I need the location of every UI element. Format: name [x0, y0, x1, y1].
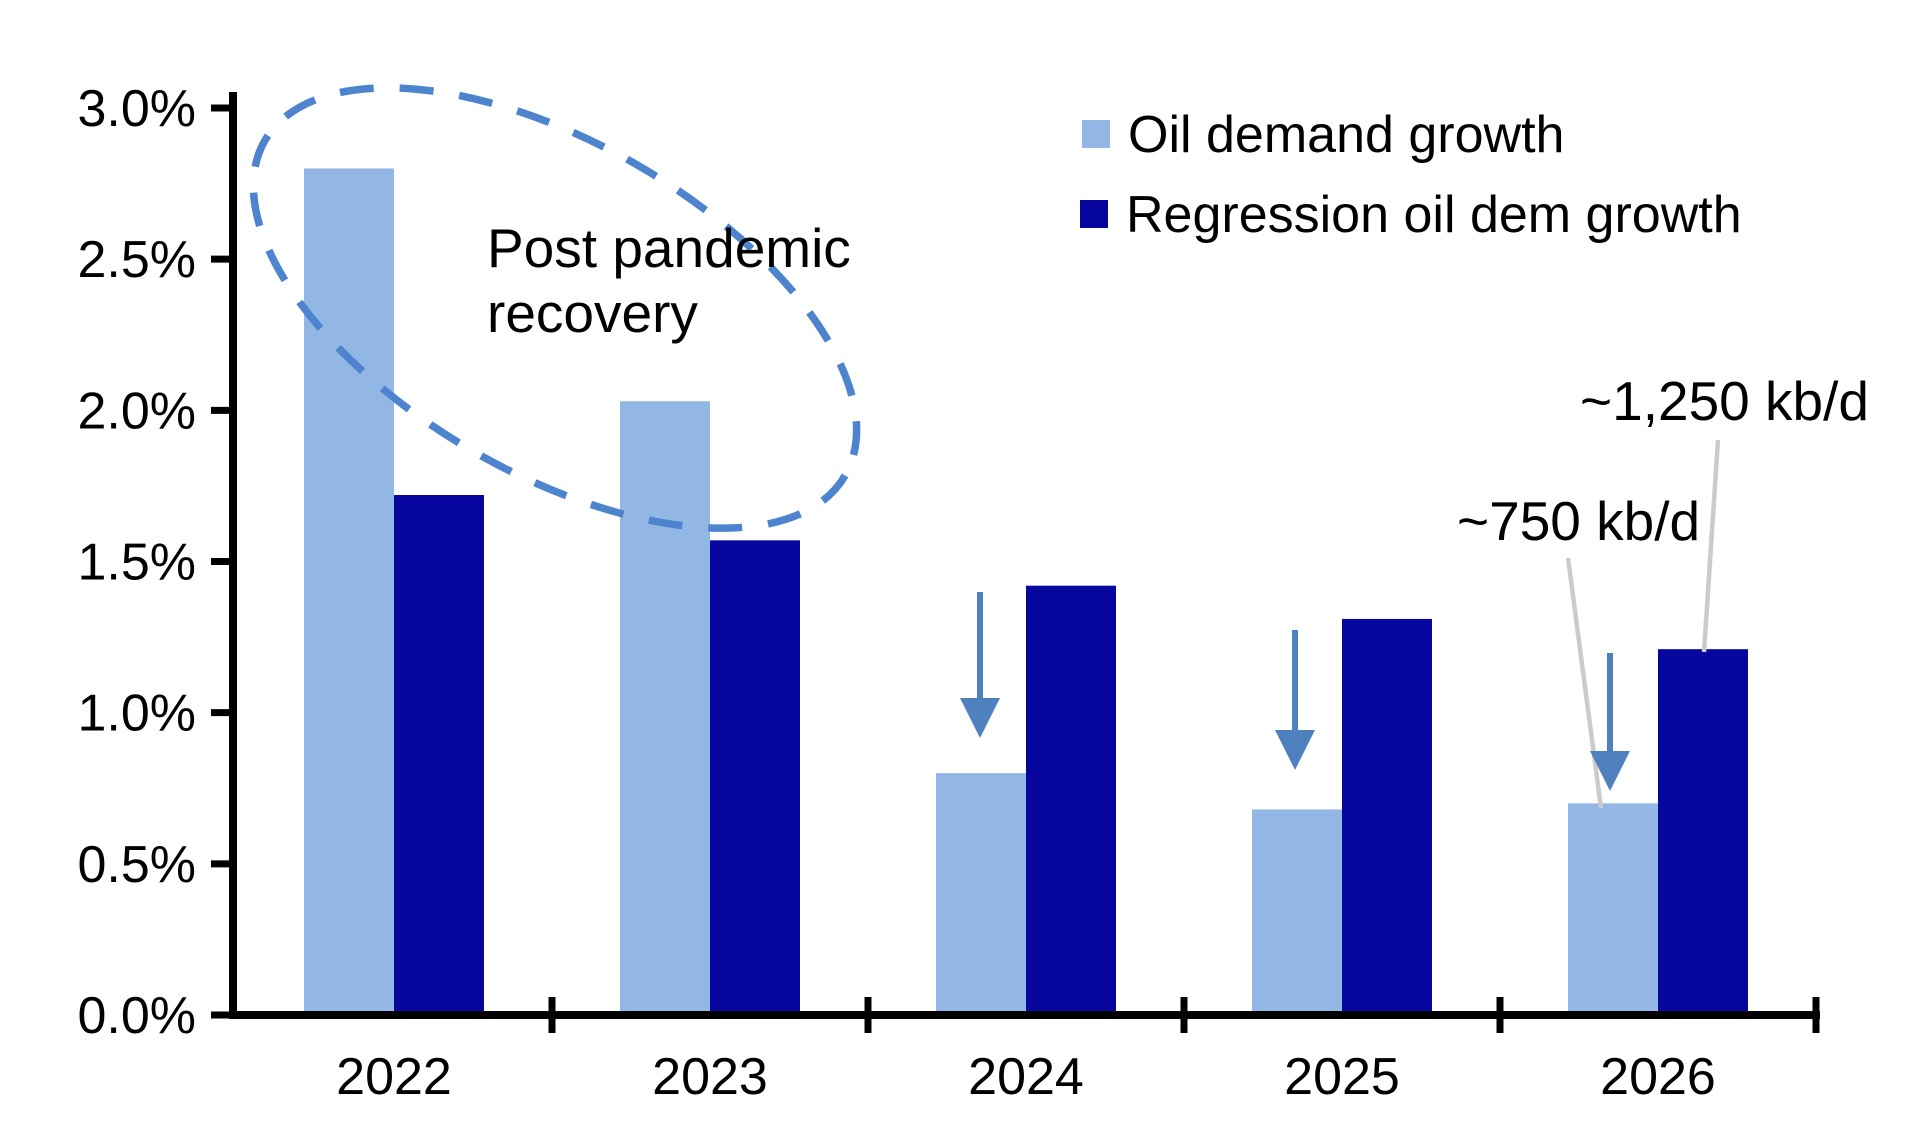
- x-axis-label-2023: 2023: [652, 1048, 768, 1106]
- y-axis-tick-label: 1.5%: [77, 534, 196, 592]
- bar-regression-oil-dem-growth-2024: [1026, 585, 1116, 1015]
- x-axis-label-2026: 2026: [1600, 1048, 1716, 1106]
- bar-regression-oil-dem-growth-2022: [394, 494, 484, 1015]
- x-axis-label-2025: 2025: [1284, 1048, 1400, 1106]
- y-axis-tick-label: 2.5%: [77, 231, 196, 289]
- y-axis-tick-label: 3.0%: [77, 80, 196, 138]
- down-arrow-head-2026: [1590, 751, 1630, 791]
- leader-line-750: [1565, 557, 1604, 809]
- y-axis-tick-label: 0.5%: [77, 836, 196, 894]
- y-axis-tick-label: 0.0%: [77, 987, 196, 1045]
- x-axis-label-2022: 2022: [336, 1048, 452, 1106]
- legend-label: Regression oil dem growth: [1126, 186, 1742, 244]
- y-axis-tick-label: 2.0%: [77, 382, 196, 440]
- legend-label: Oil demand growth: [1128, 106, 1564, 164]
- down-arrow-head-2025: [1275, 730, 1315, 770]
- post-pandemic-label-line1: Post pandemic: [487, 217, 851, 279]
- bar-oil-demand-growth-2023: [620, 401, 710, 1016]
- post-pandemic-label-line2: recovery: [487, 282, 698, 344]
- bar-oil-demand-growth-2025: [1252, 809, 1342, 1015]
- legend-swatch-regression-oil-dem-growth: [1080, 200, 1108, 228]
- callout-1250-kbd: ~1,250 kb/d: [1580, 370, 1869, 432]
- bar-oil-demand-growth-2022: [304, 168, 394, 1015]
- x-axis-label-2024: 2024: [968, 1048, 1084, 1106]
- post-pandemic-ellipse: [249, 84, 861, 532]
- bar-oil-demand-growth-2024: [936, 773, 1026, 1015]
- legend-swatch-oil-demand-growth: [1082, 120, 1110, 148]
- bar-regression-oil-dem-growth-2023: [710, 540, 800, 1015]
- y-axis-tick-label: 1.0%: [77, 685, 196, 743]
- leader-line-1250: [1701, 439, 1721, 653]
- bar-regression-oil-dem-growth-2026: [1658, 649, 1748, 1015]
- bar-oil-demand-growth-2026: [1568, 803, 1658, 1015]
- bar-regression-oil-dem-growth-2025: [1342, 618, 1432, 1015]
- callout-750-kbd: ~750 kb/d: [1457, 490, 1700, 552]
- down-arrow-head-2024: [960, 698, 1000, 738]
